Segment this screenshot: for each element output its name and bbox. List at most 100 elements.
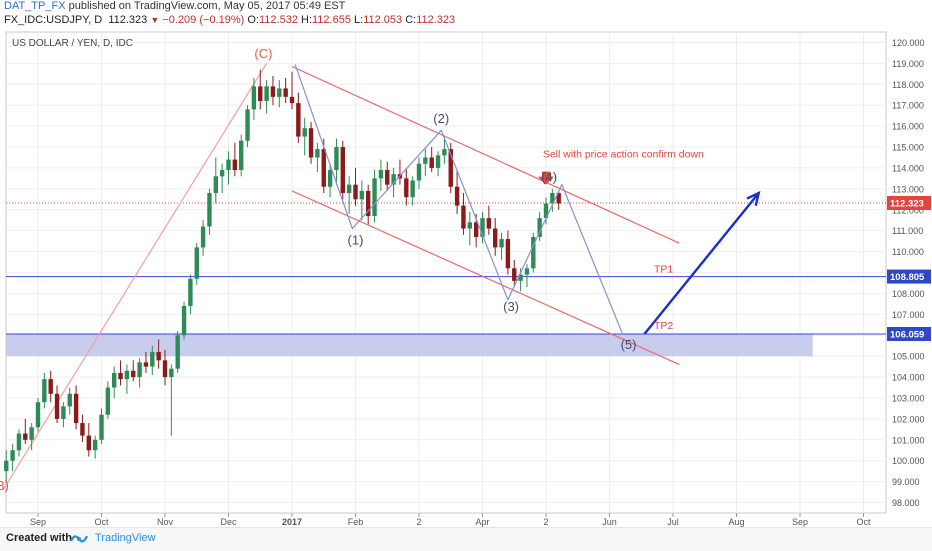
candle-body — [359, 190, 365, 200]
candle-body — [410, 180, 415, 198]
x-tick-label: Sep — [30, 517, 46, 527]
tp2-zone — [6, 334, 813, 357]
candle-body — [48, 379, 53, 394]
candle-body — [473, 222, 479, 237]
tradingview-link[interactable]: TradingView — [95, 532, 156, 544]
candle-body — [29, 427, 34, 440]
wave-label: (5) — [621, 337, 637, 352]
x-tick-label: Nov — [157, 517, 174, 527]
wave-label: (4) — [541, 170, 557, 185]
candle-body — [23, 433, 28, 440]
candle-body — [118, 372, 123, 380]
created-with-label: Created with — [6, 532, 73, 544]
y-tick-label: 118.000 — [892, 80, 924, 90]
candle-body — [175, 335, 180, 369]
candle-body — [454, 186, 460, 206]
close-value: 112.323 — [416, 14, 456, 26]
x-tick-label: Aug — [728, 517, 744, 527]
candle-body — [131, 370, 136, 378]
candle-body — [334, 147, 339, 171]
y-tick-label: 115.000 — [892, 143, 924, 153]
candle-body — [505, 239, 511, 269]
candle-body — [283, 88, 288, 97]
candle-body — [404, 178, 409, 198]
x-tick-label: 2 — [416, 517, 421, 527]
candle-body — [353, 184, 358, 200]
candle-body — [524, 268, 530, 275]
candle-body — [550, 193, 555, 204]
ohlc-info: FX_IDC:USDJPY, D 112.323 ▼ −0.209 (−0.19… — [4, 14, 455, 26]
candle-body — [35, 402, 41, 428]
trend-line — [291, 65, 680, 244]
candle-body — [99, 414, 104, 440]
candle-body — [556, 193, 561, 204]
y-tick-label: 102.000 — [892, 414, 925, 424]
last-price: 112.323 — [108, 14, 148, 26]
candle-body — [327, 170, 333, 187]
candle-body — [54, 393, 60, 419]
candle-body — [137, 362, 142, 378]
elliott-wave-path — [294, 64, 623, 334]
publish-info: DAT_TP_FX published on TradingView.com, … — [4, 0, 345, 12]
candle-body — [385, 170, 390, 185]
y-tick-label: 105.000 — [892, 352, 925, 362]
candle-body — [543, 203, 549, 219]
low-value: 112.053 — [363, 14, 403, 26]
candle-body — [61, 406, 66, 419]
candle-body — [448, 149, 453, 187]
projection-arrow — [643, 192, 760, 335]
candle-body — [194, 247, 199, 279]
candle-body — [493, 228, 498, 248]
chart-title: US DOLLAR / YEN, D, IDC — [12, 38, 133, 49]
annotation-text: TP2 — [654, 320, 673, 332]
price-tag-label: 108.805 — [890, 272, 925, 283]
price-tag-label: 112.323 — [890, 199, 924, 210]
change-value: −0.209 (−0.19%) — [162, 14, 245, 26]
y-tick-label: 113.000 — [892, 184, 924, 194]
candle-body — [112, 372, 117, 388]
price-chart[interactable]: 98.000 99.000 100.000 101.000 102.000 103.000… — [0, 30, 932, 527]
open-label: O: — [247, 14, 259, 26]
candle-body — [207, 193, 212, 227]
y-tick-label: 104.000 — [892, 373, 925, 383]
candle-body — [73, 393, 79, 424]
candle-body — [10, 450, 15, 461]
candle-body — [219, 170, 225, 177]
price-tag-label: 106.059 — [890, 330, 924, 341]
candle-body — [321, 149, 326, 187]
symbol-label: FX_IDC:USDJPY, D — [4, 14, 103, 26]
candle-body — [4, 460, 9, 472]
candle-body — [315, 149, 320, 158]
candle-body — [302, 128, 307, 137]
candle-body — [531, 236, 536, 269]
x-tick-label: 2017 — [282, 517, 302, 527]
candle-body — [245, 109, 250, 141]
candle-body — [213, 176, 218, 194]
candle-body — [537, 218, 542, 237]
candle-body — [16, 433, 22, 451]
candle-body — [296, 103, 301, 137]
candle-body — [86, 435, 91, 451]
y-tick-label: 120.000 — [892, 38, 925, 48]
x-tick-label: Oct — [856, 517, 871, 527]
x-tick-label: Jun — [602, 517, 617, 527]
y-tick-label: 108.000 — [892, 289, 925, 299]
candle-body — [467, 222, 472, 229]
candle-body — [92, 439, 98, 451]
candle-body — [512, 268, 517, 281]
wave-label: 3) — [0, 478, 9, 493]
author-link[interactable]: DAT_TP_FX — [4, 0, 66, 12]
trend-line — [291, 190, 680, 366]
down-arrow-icon: ▼ — [150, 15, 160, 25]
price-tag — [887, 269, 931, 284]
candle-body — [429, 157, 434, 168]
candle-body — [480, 218, 485, 237]
candle-body — [277, 88, 282, 97]
y-tick-label: 98.000 — [892, 498, 920, 508]
candle-body — [442, 149, 447, 156]
footer-bar: Created with TradingView — [0, 527, 932, 551]
x-tick-label: Oct — [94, 517, 109, 527]
candle-body — [435, 155, 441, 168]
candle-body — [162, 360, 168, 378]
y-tick-label: 112.000 — [892, 205, 924, 215]
